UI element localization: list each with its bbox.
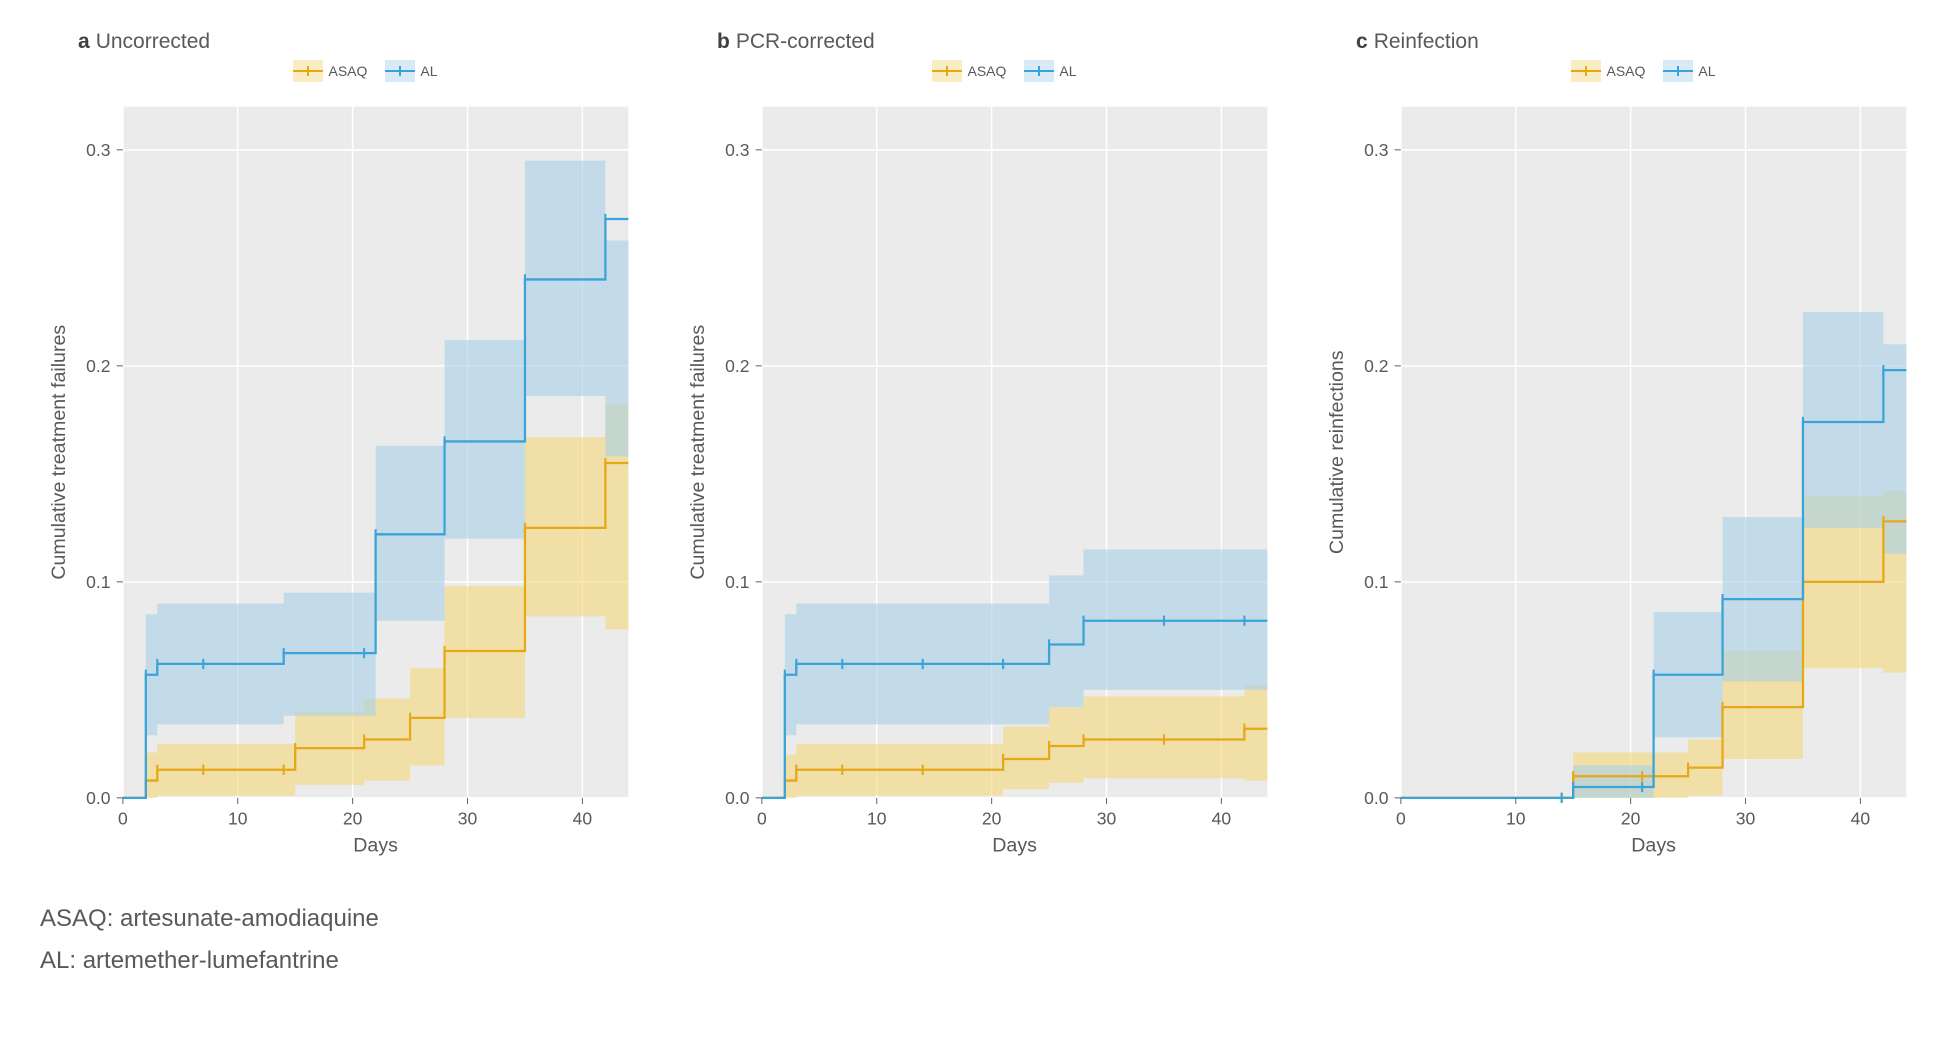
svg-text:0.3: 0.3 (1364, 140, 1388, 160)
panel-title: b PCR-corrected (669, 30, 1288, 54)
legend-item-al: AL (1663, 60, 1715, 82)
panel-tag: a (78, 30, 90, 53)
svg-text:20: 20 (982, 809, 1002, 829)
legend-label: ASAQ (1606, 63, 1645, 79)
svg-text:30: 30 (1097, 809, 1117, 829)
legend-swatch (932, 60, 962, 82)
chart-svg: 0 10 20 30 40 0.0 0.1 0.2 0.3 Days Cumulative trea… (30, 86, 649, 870)
panel-c: c Reinfection ASAQ AL 0 10 20 30 40 0.0 0.1 0.2 0.… (1308, 30, 1927, 875)
svg-text:10: 10 (867, 809, 887, 829)
legend-swatch (385, 60, 415, 82)
figure: a Uncorrected ASAQ AL 0 10 20 30 40 0.0 0.1 0.2 0.… (30, 30, 1927, 875)
legend-item-al: AL (385, 60, 437, 82)
y-axis-label: Cumulative reinfections (1326, 350, 1348, 554)
svg-text:0.2: 0.2 (1364, 356, 1388, 376)
legend-item-asaq: ASAQ (1571, 60, 1645, 82)
panel-title-text: PCR-corrected (736, 30, 875, 53)
legend-label: ASAQ (967, 63, 1006, 79)
svg-text:0.3: 0.3 (86, 140, 110, 160)
legend: ASAQ AL (1308, 60, 1927, 82)
legend-swatch (293, 60, 323, 82)
chart-svg: 0 10 20 30 40 0.0 0.1 0.2 0.3 Days Cumulative trea… (669, 86, 1288, 870)
svg-text:0.3: 0.3 (725, 140, 749, 160)
panel-tag: b (717, 30, 730, 53)
svg-text:20: 20 (343, 809, 363, 829)
svg-text:30: 30 (1736, 809, 1756, 829)
svg-text:10: 10 (228, 809, 248, 829)
panel-b: b PCR-corrected ASAQ AL 0 10 20 30 40 0.0 0.1 0.2… (669, 30, 1288, 875)
x-axis-label: Days (1631, 834, 1676, 856)
legend-label: AL (1698, 63, 1715, 79)
svg-text:0.2: 0.2 (725, 356, 749, 376)
x-axis-label: Days (992, 834, 1037, 856)
x-axis-label: Days (353, 834, 398, 856)
legend-swatch (1663, 60, 1693, 82)
legend-item-al: AL (1024, 60, 1076, 82)
legend-item-asaq: ASAQ (932, 60, 1006, 82)
legend: ASAQ AL (669, 60, 1288, 82)
y-axis-label: Cumulative treatment failures (687, 325, 709, 580)
svg-text:0.0: 0.0 (86, 788, 111, 808)
svg-text:0.1: 0.1 (1364, 572, 1388, 592)
legend-item-asaq: ASAQ (293, 60, 367, 82)
legend-label: ASAQ (328, 63, 367, 79)
svg-text:10: 10 (1506, 809, 1526, 829)
footnote: AL: artemether-lumefantrine (40, 947, 1927, 975)
svg-text:0.1: 0.1 (725, 572, 749, 592)
chart-svg: 0 10 20 30 40 0.0 0.1 0.2 0.3 Days Cumulative rein… (1308, 86, 1927, 870)
svg-text:20: 20 (1621, 809, 1641, 829)
legend: ASAQ AL (30, 60, 649, 82)
legend-swatch (1024, 60, 1054, 82)
panel-a: a Uncorrected ASAQ AL 0 10 20 30 40 0.0 0.1 0.2 0.… (30, 30, 649, 875)
svg-text:0: 0 (118, 809, 128, 829)
panel-title: a Uncorrected (30, 30, 649, 54)
y-axis-label: Cumulative treatment failures (48, 325, 70, 580)
svg-text:0: 0 (1396, 809, 1406, 829)
svg-text:40: 40 (573, 809, 593, 829)
legend-label: AL (420, 63, 437, 79)
footnote: ASAQ: artesunate-amodiaquine (40, 905, 1927, 933)
svg-text:0: 0 (757, 809, 767, 829)
legend-swatch (1571, 60, 1601, 82)
panel-title: c Reinfection (1308, 30, 1927, 54)
svg-text:30: 30 (458, 809, 478, 829)
panel-title-text: Uncorrected (96, 30, 210, 53)
footnotes: ASAQ: artesunate-amodiaquine AL: artemeth… (30, 905, 1927, 975)
legend-label: AL (1059, 63, 1076, 79)
panel-tag: c (1356, 30, 1368, 53)
svg-text:40: 40 (1851, 809, 1871, 829)
svg-text:40: 40 (1212, 809, 1232, 829)
svg-text:0.0: 0.0 (1364, 788, 1389, 808)
svg-text:0.0: 0.0 (725, 788, 750, 808)
svg-text:0.2: 0.2 (86, 356, 110, 376)
svg-text:0.1: 0.1 (86, 572, 110, 592)
panel-title-text: Reinfection (1374, 30, 1479, 53)
